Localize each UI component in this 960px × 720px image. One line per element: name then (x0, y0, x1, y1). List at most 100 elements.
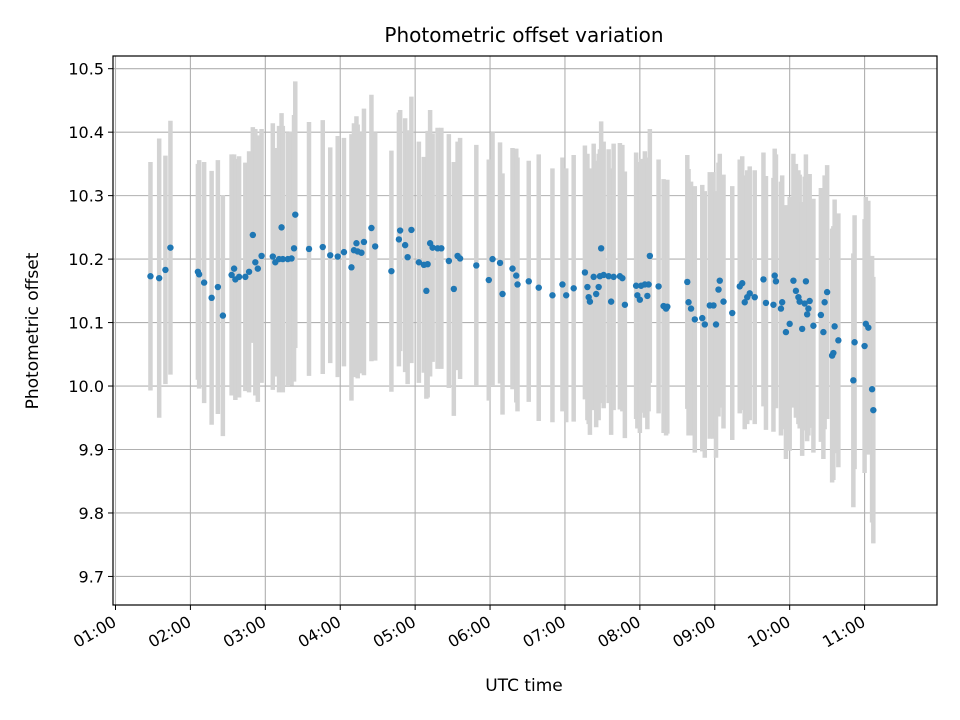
data-point (292, 211, 299, 218)
data-point (584, 283, 591, 291)
data-point (513, 272, 520, 279)
data-point (396, 227, 404, 234)
data-point (404, 253, 411, 261)
data-point (621, 301, 629, 308)
data-point (570, 285, 577, 292)
data-point (850, 377, 857, 384)
data-point (770, 301, 777, 308)
data-point (496, 259, 504, 267)
data-point (423, 287, 430, 295)
data-point (751, 293, 758, 301)
data-point (715, 286, 722, 293)
x-tick-label: 11:00 (819, 612, 868, 652)
data-point (687, 305, 695, 312)
data-point (760, 276, 767, 283)
data-point (319, 243, 326, 251)
data-point (450, 285, 458, 293)
data-point (632, 282, 640, 289)
data-point (586, 298, 594, 305)
data-point (664, 303, 671, 310)
data-point (353, 240, 360, 247)
data-point (590, 273, 597, 281)
y-tick-label: 9.8 (79, 504, 104, 523)
data-point (563, 292, 570, 299)
data-point (456, 255, 464, 262)
data-point (655, 283, 662, 290)
data-point (868, 386, 876, 393)
data-point (597, 245, 605, 252)
x-tick-label: 10:00 (744, 612, 793, 652)
x-tick-label: 03:00 (220, 612, 269, 652)
data-point (786, 320, 793, 328)
data-point (254, 265, 262, 272)
data-point (360, 238, 368, 246)
data-point (401, 241, 409, 249)
data-point (581, 269, 589, 276)
data-point (870, 406, 877, 414)
x-tick-label: 08:00 (594, 612, 643, 652)
data-point (509, 265, 516, 272)
y-tick-label: 10.5 (68, 60, 104, 79)
data-point (810, 322, 817, 329)
data-point (851, 339, 858, 346)
data-point (245, 268, 253, 275)
data-point (782, 328, 790, 336)
data-point (340, 248, 348, 256)
plot-frame (112, 55, 938, 606)
data-point (595, 283, 602, 291)
data-point (348, 264, 355, 271)
data-point (739, 280, 746, 287)
y-tick-label: 10.3 (68, 187, 104, 206)
data-point (473, 262, 480, 269)
data-point (790, 277, 797, 284)
data-point (796, 298, 803, 305)
data-point (861, 342, 868, 350)
data-point (592, 290, 600, 298)
data-point (252, 259, 259, 266)
y-tick-label: 10.2 (68, 250, 104, 269)
data-point (691, 316, 698, 323)
data-point (514, 281, 521, 288)
data-point (835, 337, 842, 344)
data-point (219, 312, 227, 319)
data-point (371, 243, 379, 250)
data-point (772, 278, 780, 285)
data-point (279, 255, 286, 263)
x-tick-label: 09:00 (669, 612, 718, 652)
data-point (549, 292, 556, 299)
data-point (489, 255, 496, 263)
data-point (805, 305, 812, 312)
data-point (327, 252, 334, 259)
data-point (499, 290, 506, 298)
data-point (424, 260, 431, 268)
data-point (429, 244, 436, 251)
data-point (830, 349, 837, 357)
y-tick-label: 9.7 (79, 567, 104, 586)
y-tick-label: 10.4 (68, 123, 104, 142)
data-point (701, 321, 708, 328)
data-point (741, 299, 748, 306)
data-point (525, 278, 532, 285)
x-tick-label: 01:00 (70, 612, 119, 652)
data-point (195, 271, 203, 278)
data-point (535, 284, 542, 291)
chart-title: Photometric offset variation (384, 23, 663, 47)
y-axis-label: Photometric offset (23, 252, 43, 409)
y-tick-label: 10.1 (68, 314, 104, 333)
data-point (610, 273, 617, 281)
data-point (710, 302, 717, 309)
data-point (214, 283, 222, 291)
data-point (746, 290, 753, 297)
data-point (230, 265, 238, 272)
data-point (258, 252, 265, 260)
data-point (777, 305, 785, 312)
y-axis: 9.7 9.8 9.9 10.0 10.1 10.2 10.3 10.4 10.5 (68, 60, 113, 586)
data-point (559, 281, 566, 288)
x-axis-label: UTC time (485, 676, 563, 696)
data-points (147, 211, 877, 414)
data-point (147, 273, 154, 280)
data-point (646, 252, 654, 260)
x-tick-label: 06:00 (445, 612, 494, 652)
data-point (778, 299, 786, 306)
